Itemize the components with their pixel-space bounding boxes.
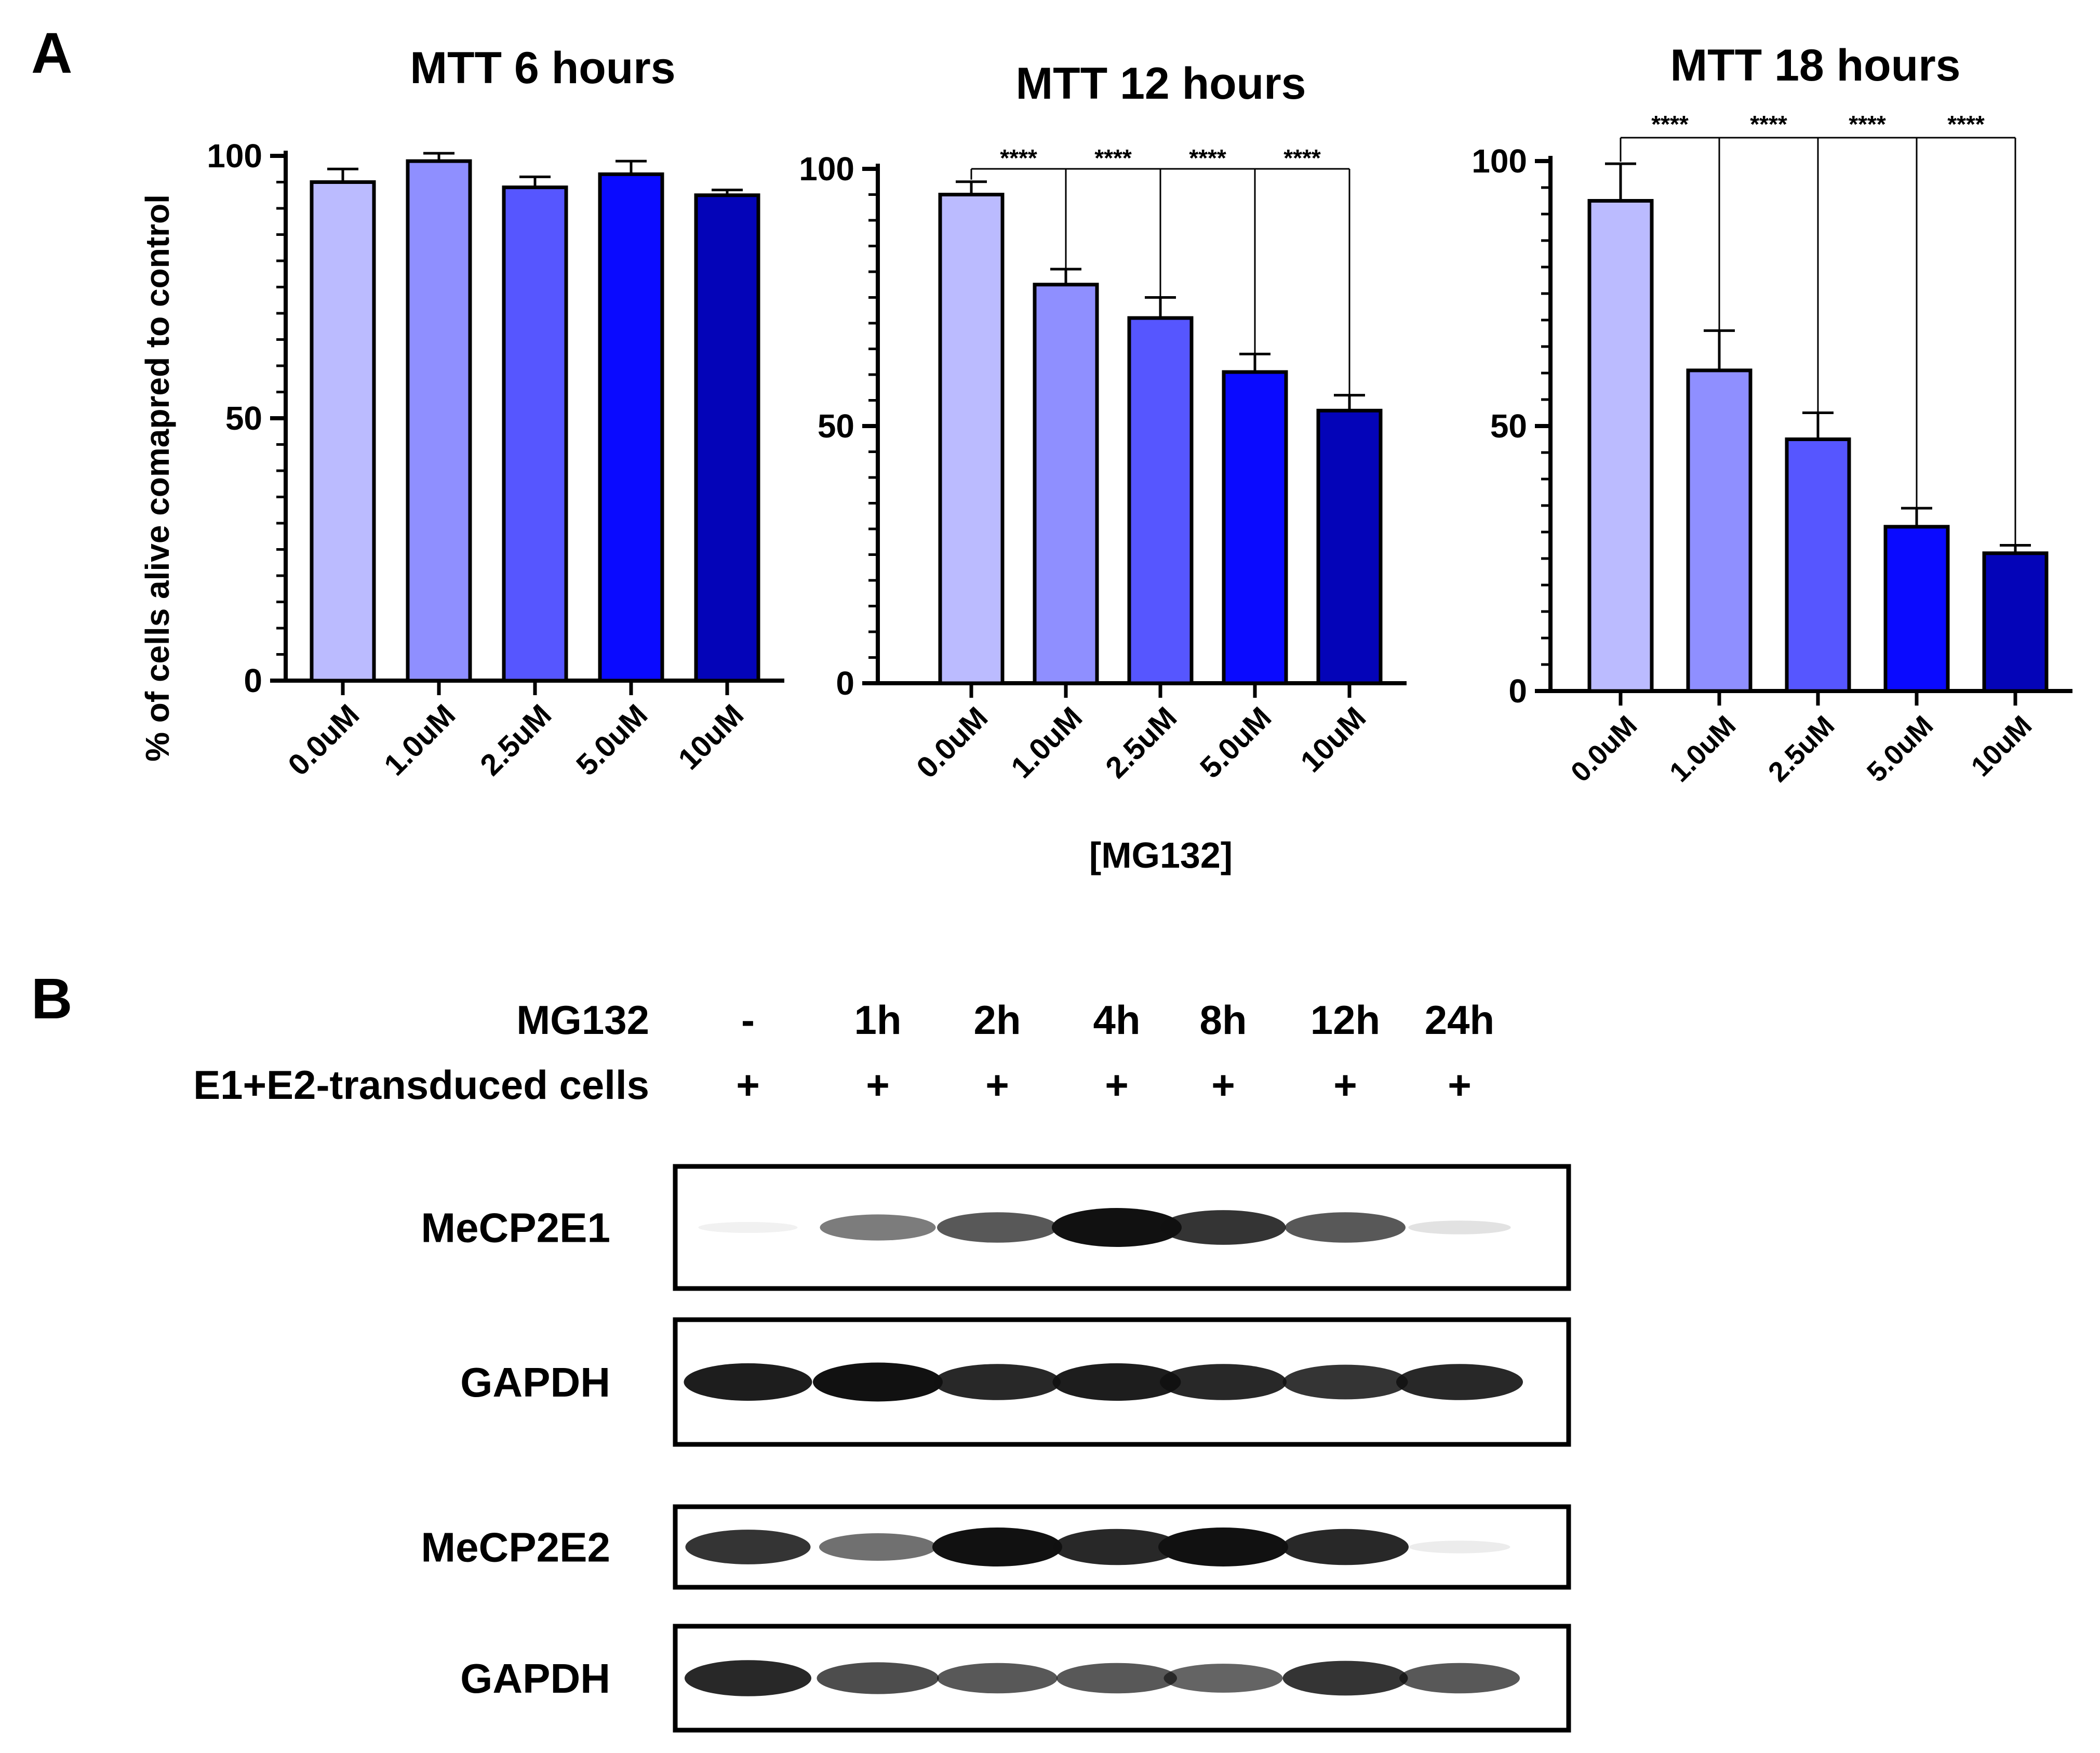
- y-tick-label: 100: [207, 137, 262, 175]
- chart-title: MTT 12 hours: [1015, 59, 1306, 109]
- blot-band: [685, 1660, 811, 1696]
- panel-a-label: A: [31, 21, 72, 85]
- lane-treatment-label: 2h: [973, 997, 1021, 1043]
- blot-band: [1160, 1210, 1286, 1245]
- blot-band: [1056, 1663, 1177, 1694]
- transduced-row-label: E1+E2-transduced cells: [193, 1062, 649, 1108]
- blot-band: [934, 1364, 1061, 1400]
- significance-label: ****: [1094, 144, 1132, 171]
- significance-label: ****: [1947, 111, 1985, 138]
- blot-band: [820, 1214, 936, 1241]
- lane-transduced-label: +: [985, 1062, 1009, 1108]
- blot-band: [1399, 1663, 1520, 1694]
- significance-label: ****: [1849, 111, 1886, 138]
- significance-label: ****: [1750, 111, 1787, 138]
- significance-label: ****: [1651, 111, 1689, 138]
- blot-row-gapdh: GAPDH: [460, 1317, 1571, 1447]
- lane-treatment-label: 8h: [1199, 997, 1247, 1043]
- blot-label: MeCP2E1: [421, 1205, 610, 1251]
- y-axis-label: % of cells alive comapred to control: [139, 194, 176, 762]
- panel-b-label: B: [31, 967, 72, 1031]
- lane-transduced-label: +: [1448, 1062, 1472, 1108]
- lane-treatment-label: 4h: [1093, 997, 1140, 1043]
- significance-label: ****: [1000, 144, 1037, 171]
- blot-band: [819, 1533, 937, 1561]
- blot-band: [1053, 1529, 1180, 1565]
- blot-band: [1158, 1528, 1288, 1566]
- y-tick-label: 0: [244, 662, 262, 699]
- blot-band: [1285, 1212, 1406, 1243]
- blot-band: [817, 1662, 939, 1694]
- blot-row-mecp2e1: MeCP2E1: [421, 1164, 1571, 1291]
- bar-0.0uM: [938, 193, 1005, 685]
- bar-5.0uM: [1883, 525, 1950, 693]
- blot-band: [1408, 1220, 1511, 1234]
- blot-label: GAPDH: [460, 1359, 610, 1405]
- y-tick-label: 50: [225, 400, 262, 437]
- bar-5.0uM: [1222, 370, 1288, 685]
- y-tick-label: 100: [1472, 142, 1527, 180]
- bar-1.0uM: [1033, 283, 1099, 685]
- lane-treatment-label: -: [741, 997, 755, 1043]
- bar-2.5uM: [1127, 316, 1194, 685]
- bar-10uM: [1316, 408, 1383, 685]
- y-tick-label: 50: [818, 407, 854, 445]
- x-axis-label: [MG132]: [1089, 835, 1233, 875]
- lane-transduced-label: +: [1333, 1062, 1357, 1108]
- bar-10uM: [694, 193, 760, 683]
- bar-5.0uM: [598, 172, 664, 683]
- blot-band: [813, 1362, 943, 1402]
- blot-band: [685, 1530, 811, 1564]
- lane-transduced-label: +: [1105, 1062, 1129, 1108]
- blot-band: [684, 1363, 812, 1401]
- y-tick-label: 0: [836, 665, 854, 702]
- bar-1.0uM: [406, 159, 472, 683]
- blot-label: MeCP2E2: [421, 1524, 610, 1571]
- chart-title: MTT 18 hours: [1670, 41, 1960, 90]
- lane-transduced-label: +: [736, 1062, 760, 1108]
- significance-label: ****: [1283, 144, 1321, 171]
- significance-label: ****: [1189, 144, 1226, 171]
- lane-transduced-label: +: [866, 1062, 890, 1108]
- blot-band: [1052, 1363, 1181, 1401]
- bar-1.0uM: [1686, 368, 1753, 693]
- blot-band: [1409, 1540, 1510, 1553]
- blot-row-gapdh: GAPDH: [460, 1624, 1571, 1733]
- bar-10uM: [1982, 551, 2049, 693]
- lane-treatment-label: 1h: [854, 997, 901, 1043]
- western-blot-panel: MG132 E1+E2-transduced cells - +1h +2h +4h +…: [193, 997, 1571, 1733]
- blot-band: [698, 1221, 798, 1233]
- blot-row-mecp2e2: MeCP2E2: [421, 1504, 1571, 1590]
- y-tick-label: 100: [799, 150, 854, 188]
- y-tick-label: 50: [1490, 407, 1527, 445]
- bar-2.5uM: [502, 185, 568, 683]
- blot-band: [1160, 1364, 1287, 1400]
- blot-band: [937, 1212, 1058, 1243]
- y-tick-label: 0: [1508, 672, 1527, 710]
- blot-band: [1282, 1529, 1409, 1565]
- mg132-row-label: MG132: [516, 997, 649, 1043]
- blot-band: [937, 1663, 1058, 1694]
- blot-label: GAPDH: [460, 1655, 610, 1702]
- lane-treatment-label: 24h: [1425, 997, 1494, 1043]
- bar-0.0uM: [310, 180, 376, 683]
- blot-band: [932, 1528, 1062, 1566]
- lane-treatment-label: 12h: [1310, 997, 1380, 1043]
- chart-title: MTT 6 hours: [410, 43, 675, 93]
- blot-band: [1052, 1208, 1182, 1247]
- blot-band: [1396, 1364, 1523, 1400]
- lane-transduced-label: +: [1211, 1062, 1235, 1108]
- bar-0.0uM: [1587, 199, 1654, 693]
- bar-2.5uM: [1785, 437, 1851, 693]
- blot-band: [1282, 1661, 1408, 1696]
- blot-band: [1163, 1664, 1283, 1693]
- blot-band: [1282, 1364, 1408, 1400]
